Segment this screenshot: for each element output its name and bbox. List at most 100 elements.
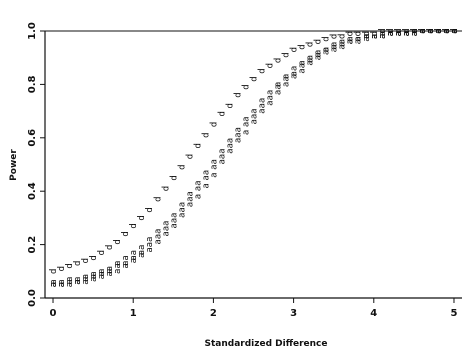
data-point: a <box>370 34 380 39</box>
data-point: a <box>258 108 268 113</box>
data-point: a <box>137 245 147 250</box>
data-point: a <box>161 231 171 236</box>
data-point: d <box>314 39 324 44</box>
data-point: a <box>169 218 179 223</box>
data-point: a <box>129 255 139 260</box>
data-point: a <box>306 55 316 60</box>
data-points: dddddddddddddddddddddddddddddddddddddddd… <box>49 28 460 287</box>
data-point: a <box>434 28 444 33</box>
data-point: d <box>161 186 171 191</box>
data-point: a <box>426 28 436 33</box>
data-point: a <box>394 31 404 36</box>
data-point: a <box>314 52 324 57</box>
data-point: a <box>402 31 412 36</box>
data-point: d <box>306 42 316 47</box>
y-axis-label: Power <box>9 149 19 181</box>
data-point: a <box>209 172 219 177</box>
y-tick-label: 0.0 <box>27 289 38 307</box>
data-point: a <box>49 279 59 284</box>
data-point: a <box>121 263 131 268</box>
data-point: a <box>105 266 115 271</box>
data-point: a <box>105 269 115 274</box>
data-point: a <box>418 28 428 33</box>
data-point: a <box>225 138 235 143</box>
data-point: a <box>97 271 107 276</box>
data-point: a <box>386 31 396 36</box>
x-axis-ticks: 0 1 2 3 4 5 <box>50 298 457 319</box>
data-point: d <box>185 154 195 159</box>
data-point: a <box>266 95 276 100</box>
data-point: a <box>193 180 203 185</box>
data-point: a <box>161 221 171 226</box>
data-point: a <box>73 279 83 284</box>
data-point: d <box>410 28 420 33</box>
data-point: d <box>105 245 115 250</box>
data-point: a <box>201 170 211 175</box>
x-tick-label: 4 <box>370 308 377 319</box>
data-point: a <box>233 132 243 137</box>
data-point: d <box>450 28 460 33</box>
axes-frame <box>44 30 462 299</box>
data-point: a <box>89 271 99 276</box>
data-point: a <box>402 31 412 36</box>
data-point: a <box>386 31 396 36</box>
data-point: a <box>201 183 211 188</box>
data-point: a <box>169 223 179 228</box>
data-point: a <box>354 36 364 41</box>
data-point: a <box>49 282 59 287</box>
data-point: d <box>153 196 163 201</box>
data-point: a <box>65 277 75 282</box>
data-point: a <box>354 36 364 41</box>
data-point: a <box>346 36 356 41</box>
data-point: a <box>378 34 388 39</box>
data-point: a <box>89 274 99 279</box>
data-point: a <box>274 84 284 89</box>
data-point: a <box>250 108 260 113</box>
data-point: a <box>338 42 348 47</box>
data-point: a <box>217 159 227 164</box>
data-point: a <box>346 39 356 44</box>
data-point: a <box>161 226 171 231</box>
y-axis-ticks: 0.0 0.2 0.4 0.6 0.8 1.0 <box>27 22 45 307</box>
data-point: a <box>113 269 123 274</box>
data-point: a <box>298 68 308 73</box>
data-point: d <box>426 28 436 33</box>
data-point: d <box>241 84 251 89</box>
data-point: a <box>314 50 324 55</box>
data-point: a <box>137 250 147 255</box>
data-point: d <box>378 28 388 33</box>
series-2: aaaaaaaaaaaaaaaaaaaaaaaaaaaaaaaaaaaaaaaa… <box>49 28 460 284</box>
x-tick-label: 2 <box>210 308 217 319</box>
data-point: a <box>402 31 412 36</box>
data-point: a <box>450 28 460 33</box>
data-point: a <box>89 277 99 282</box>
data-point: a <box>81 274 91 279</box>
data-point: a <box>185 191 195 196</box>
data-point: d <box>362 31 372 36</box>
data-point: a <box>370 34 380 39</box>
data-point: a <box>225 143 235 148</box>
data-point: a <box>81 279 91 284</box>
data-point: a <box>65 279 75 284</box>
data-point: a <box>258 103 268 108</box>
data-point: a <box>378 31 388 36</box>
data-point: d <box>290 47 300 52</box>
data-point: a <box>193 194 203 199</box>
data-point: a <box>73 277 83 282</box>
data-point: a <box>209 164 219 169</box>
data-point: a <box>266 90 276 95</box>
data-point: a <box>57 282 67 287</box>
data-point: a <box>201 175 211 180</box>
data-point: a <box>250 119 260 124</box>
data-point: a <box>177 213 187 218</box>
data-point: a <box>386 31 396 36</box>
data-point: a <box>442 28 452 33</box>
data-point: a <box>370 34 380 39</box>
data-point: a <box>282 82 292 87</box>
data-point: a <box>241 116 251 121</box>
data-point: a <box>362 34 372 39</box>
data-point: d <box>354 31 364 36</box>
data-point: a <box>177 202 187 207</box>
data-point: a <box>410 28 420 33</box>
